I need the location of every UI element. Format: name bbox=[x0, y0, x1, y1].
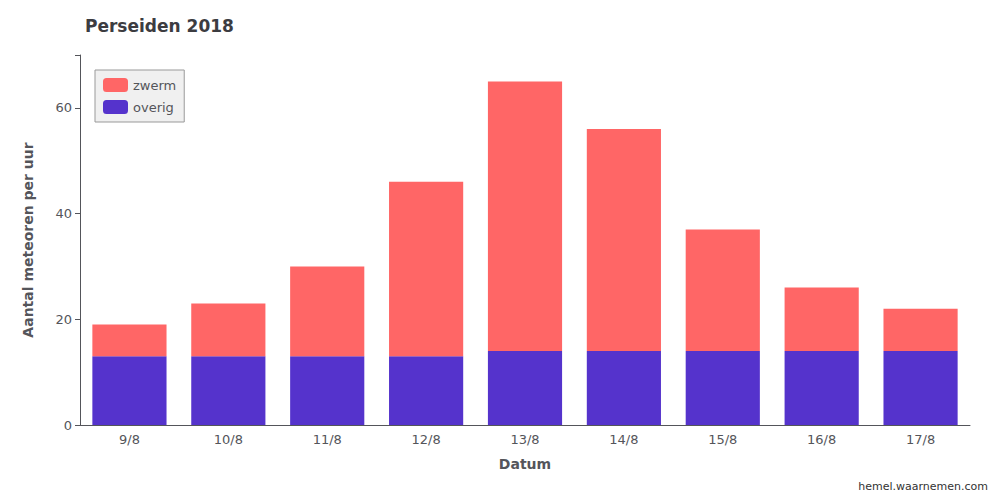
svg-text:zwerm: zwerm bbox=[133, 78, 176, 93]
svg-text:16/8: 16/8 bbox=[807, 432, 836, 447]
svg-text:40: 40 bbox=[55, 206, 72, 221]
svg-text:Aantal meteoren per uur: Aantal meteoren per uur bbox=[20, 142, 36, 337]
svg-text:Datum: Datum bbox=[499, 456, 551, 472]
svg-text:9/8: 9/8 bbox=[119, 432, 140, 447]
svg-text:Perseiden 2018: Perseiden 2018 bbox=[85, 16, 234, 36]
svg-text:0: 0 bbox=[64, 418, 72, 433]
svg-text:12/8: 12/8 bbox=[412, 432, 441, 447]
svg-text:10/8: 10/8 bbox=[214, 432, 243, 447]
svg-text:60: 60 bbox=[55, 100, 72, 115]
svg-text:13/8: 13/8 bbox=[510, 432, 539, 447]
svg-text:11/8: 11/8 bbox=[313, 432, 342, 447]
svg-text:17/8: 17/8 bbox=[906, 432, 935, 447]
svg-text:15/8: 15/8 bbox=[708, 432, 737, 447]
svg-text:14/8: 14/8 bbox=[609, 432, 638, 447]
svg-text:20: 20 bbox=[55, 312, 72, 327]
svg-text:overig: overig bbox=[133, 100, 174, 115]
svg-text:hemel.waarnemen.com: hemel.waarnemen.com bbox=[858, 480, 988, 493]
